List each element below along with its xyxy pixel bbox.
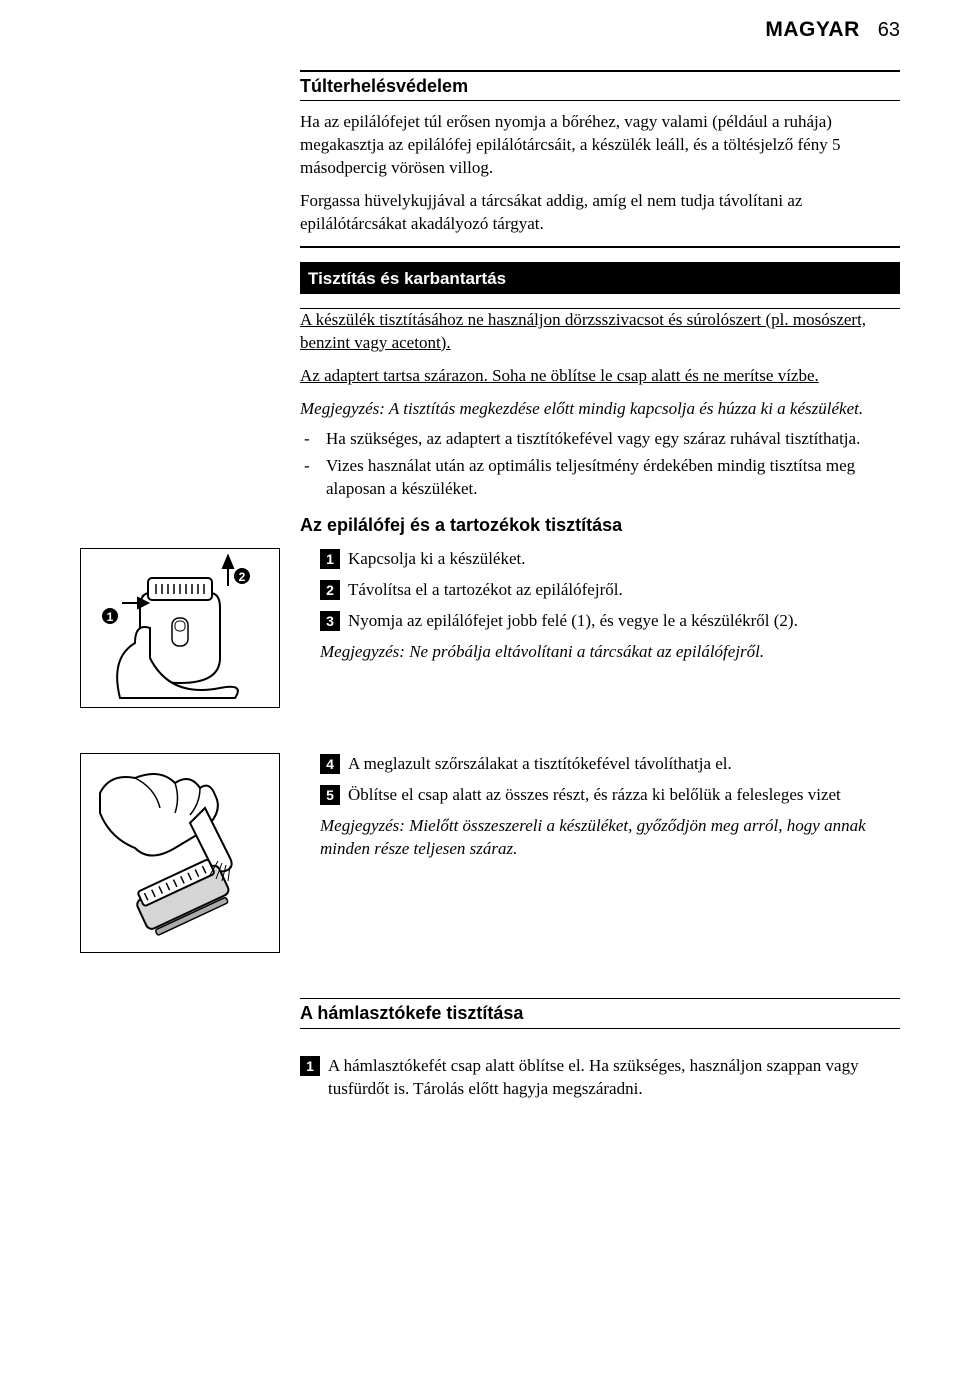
step-4-num: 4: [320, 754, 340, 774]
steps-a-col: 1 Kapcsolja ki a készüléket. 2 Távolítsa…: [320, 548, 900, 672]
step-2: 2 Távolítsa el a tartozékot az epilálófe…: [320, 579, 900, 602]
cleaning-note-1: Megjegyzés: A tisztítás megkezdése előtt…: [300, 398, 900, 421]
step-4: 4 A meglazult szőrszálakat a tisztítókef…: [320, 753, 900, 776]
rule-top: [300, 246, 900, 248]
step-3: 3 Nyomja az epilálófejet jobb felé (1), …: [320, 610, 900, 633]
step-5-text: Öblítse el csap alatt az összes részt, é…: [348, 784, 900, 807]
step-5-num: 5: [320, 785, 340, 805]
cleaning-caution-2: Az adaptert tartsa szárazon. Soha ne öbl…: [300, 365, 900, 388]
cleaning-note-3: Megjegyzés: Mielőtt összeszereli a készü…: [320, 815, 900, 861]
exfoliator-step-1: 1 A hámlasztókefét csap alatt öblítse el…: [300, 1055, 900, 1101]
figure-brush-head: [80, 753, 300, 958]
row-steps-a: 1 2 1 Kapcsolja ki a készüléket. 2 Távol…: [60, 548, 900, 713]
section-overload-title: Túlterhelésvédelem: [300, 70, 900, 101]
cleaning-dash-1: Ha szükséges, az adaptert a tisztítókefé…: [326, 428, 900, 451]
page-header: MAGYAR 63: [60, 18, 900, 42]
row-steps-b: 4 A meglazult szőrszálakat a tisztítókef…: [60, 753, 900, 958]
cleaning-subheading: Az epilálófej és a tartozékok tisztítása: [300, 515, 900, 536]
section-cleaning-wrap: Tisztítás és karbantartás: [300, 246, 900, 309]
figure-remove-head: 1 2: [80, 548, 300, 713]
svg-text:2: 2: [239, 570, 246, 584]
section-cleaning-title: Tisztítás és karbantartás: [300, 262, 900, 294]
step-1-text: Kapcsolja ki a készüléket.: [348, 548, 900, 571]
section-overload-para1: Ha az epilálófejet túl erősen nyomja a b…: [300, 111, 900, 180]
step-2-num: 2: [320, 580, 340, 600]
figure-brush-head-svg: [80, 753, 280, 953]
section-overload-para2: Forgassa hüvelykujjával a tárcsákat addi…: [300, 190, 900, 236]
cleaning-caution-1: A készülék tisztításához ne használjon d…: [300, 309, 900, 355]
page-number: 63: [878, 19, 900, 42]
cleaning-note-2: Megjegyzés: Ne próbálja eltávolítani a t…: [320, 641, 900, 664]
step-3-text: Nyomja az epilálófejet jobb felé (1), és…: [348, 610, 900, 633]
section-exfoliator-title: A hámlasztókefe tisztítása: [300, 998, 900, 1029]
figure-remove-head-svg: 1 2: [80, 548, 280, 708]
step-4-text: A meglazult szőrszálakat a tisztítókefév…: [348, 753, 900, 776]
step-1-num: 1: [320, 549, 340, 569]
cleaning-dash-list: Ha szükséges, az adaptert a tisztítókefé…: [300, 428, 900, 501]
step-2-text: Távolítsa el a tartozékot az epilálófejr…: [348, 579, 900, 602]
exfoliator-step-1-text: A hámlasztókefét csap alatt öblítse el. …: [328, 1055, 900, 1101]
section-exfoliator: A hámlasztókefe tisztítása 1 A hámlasztó…: [300, 998, 900, 1101]
exfoliator-step-1-num: 1: [300, 1056, 320, 1076]
cleaning-dash-2: Vizes használat után az optimális teljes…: [326, 455, 900, 501]
steps-b-col: 4 A meglazult szőrszálakat a tisztítókef…: [320, 753, 900, 869]
language-label: MAGYAR: [765, 18, 859, 42]
page: MAGYAR 63 Túlterhelésvédelem Ha az epilá…: [0, 0, 960, 1149]
svg-text:1: 1: [107, 610, 114, 624]
step-1: 1 Kapcsolja ki a készüléket.: [320, 548, 900, 571]
step-5: 5 Öblítse el csap alatt az összes részt,…: [320, 784, 900, 807]
step-3-num: 3: [320, 611, 340, 631]
section-overload: Túlterhelésvédelem Ha az epilálófejet tú…: [300, 70, 900, 536]
